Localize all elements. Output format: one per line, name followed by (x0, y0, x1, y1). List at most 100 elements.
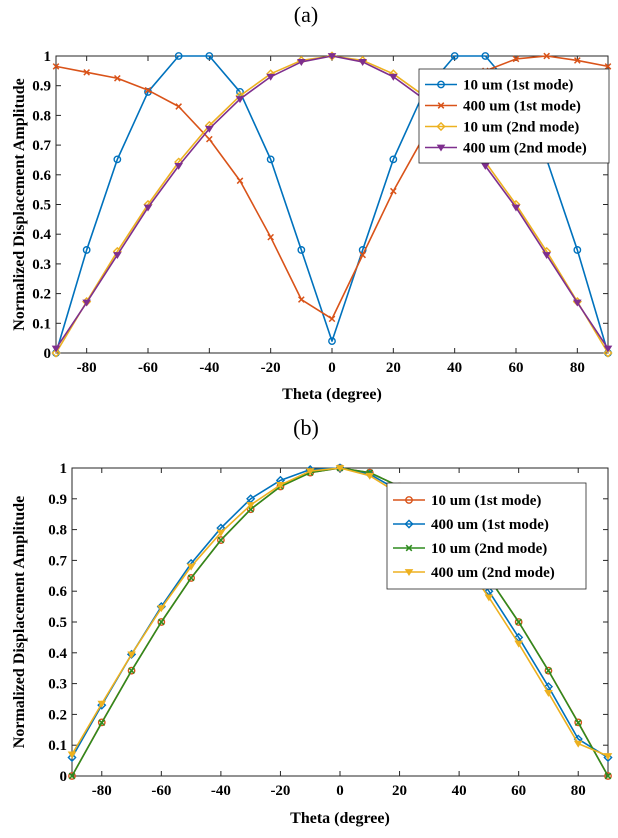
chart-a-xtick-label: 40 (447, 360, 462, 376)
chart-a-series-4-point-6 (235, 96, 245, 104)
chart-a-series-2-point-2 (114, 74, 121, 82)
chart-panel-a: 0 0.1 0.2 0.3 0.4 0.5 0.6 0.7 0.8 0.9 1 -80 -60 -40 -2… (11, 49, 613, 403)
chart-a-ytick-label: 0.4 (32, 227, 51, 243)
chart-b-series-4-point-4 (186, 563, 196, 571)
chart-b-xtick-label: -40 (211, 783, 231, 799)
chart-a-series-2-point-16 (543, 52, 550, 60)
chart-a-series-2-point-9 (328, 315, 336, 323)
chart-a-series-1-point-9 (328, 337, 336, 346)
chart-a-series-2-point-15 (512, 55, 520, 63)
chart-b-series-2-point-0 (67, 752, 77, 763)
chart-a-ytick-label: 0 (44, 346, 52, 362)
chart-b-series-2-point-1 (97, 700, 107, 710)
chart-a-series-2-point-0 (52, 63, 60, 70)
chart-b-legend-label-3: 10 um (2nd mode) (431, 541, 547, 557)
chart-b-ytick-label: 0 (60, 769, 68, 785)
chart-b-series-3-point-5 (217, 536, 225, 544)
chart-a-legend-3-point-legend (436, 121, 446, 132)
chart-b-xtick-label: -20 (270, 783, 290, 799)
chart-a-series-1-point-11 (389, 155, 398, 164)
chart-b-series-4-point-1 (97, 700, 107, 708)
chart-a-series-2-point-7 (267, 233, 274, 241)
panel-label-b: (b) (293, 415, 319, 440)
chart-a-series-2-point-3 (144, 86, 152, 94)
chart-b-series-1-point-0 (68, 772, 76, 780)
chart-b-series-4-point-8 (305, 468, 315, 476)
chart-a-series-2-point-4 (175, 103, 182, 110)
chart-a-series-4-point-3 (143, 204, 153, 212)
chart-a-series-2-point-5 (206, 135, 213, 143)
chart-b-xtick-label: 20 (392, 783, 407, 799)
chart-a-series-3-point-0 (51, 348, 61, 358)
chart-a-series-3-point-18 (603, 348, 613, 358)
chart-a-series-1-point-14 (481, 52, 490, 60)
chart-b-series-3-point-17 (574, 719, 582, 727)
chart-b-ytick-label: 0.7 (48, 553, 67, 569)
chart-b-series-3-point-2 (128, 667, 135, 674)
chart-b-series-1-point-15 (514, 618, 523, 626)
chart-a-xtick-label: -80 (77, 360, 97, 376)
chart-a-series-4-point-2 (113, 252, 122, 259)
chart-b-series-3-point-1 (98, 719, 106, 727)
chart-a-series-4-point-8 (297, 59, 306, 66)
chart-a-ytick-label: 0.3 (32, 257, 51, 273)
chart-a-series-4-point-9 (327, 53, 337, 61)
chart-b-legend-1-point-legend (405, 496, 413, 504)
chart-b-series-4-point-0 (67, 751, 77, 759)
chart-b-series-3-point-4 (187, 574, 195, 582)
chart-b-series-1-point-3 (157, 618, 166, 626)
chart-a-series-2-point-18 (604, 63, 612, 70)
chart-b-series-1-point-18 (604, 772, 612, 780)
chart-b-legend-label-1: 10 um (1st mode) (431, 493, 541, 509)
chart-a-series-1-point-2 (113, 155, 122, 164)
chart-a-legend-4-point-legend (436, 144, 446, 152)
chart-b-series-3-point-3 (158, 618, 165, 626)
chart-b-series-4-point-10 (365, 472, 375, 480)
chart-b-series-3-point-18 (604, 772, 612, 780)
chart-b-series-1-point-1 (97, 718, 106, 727)
chart-b-series-1-point-4 (187, 574, 196, 582)
chart-a-series-1-point-4 (174, 52, 183, 60)
chart-b-ytick-label: 0.5 (48, 615, 67, 631)
chart-a-series-1-point-1 (82, 246, 91, 254)
chart-b-series-4-point-18 (603, 753, 613, 760)
chart-b-ytick-label: 0.8 (48, 523, 67, 539)
chart-a-ytick-label: 0.9 (32, 79, 51, 95)
chart-b-legend-2-point-legend (404, 519, 414, 529)
chart-a-series-4-point-10 (358, 59, 367, 66)
chart-a-series-2-point-6 (236, 177, 244, 185)
chart-b-series-3-point-0 (68, 772, 76, 780)
chart-b-series-3-point-15 (515, 618, 522, 626)
chart-b-series-1-point-16 (544, 666, 553, 675)
chart-b-series-1-point-2 (127, 666, 136, 675)
chart-a-series-4 (51, 53, 613, 353)
chart-a-series-2-point-8 (298, 296, 305, 303)
chart-a-xtick-label: 80 (570, 360, 585, 376)
chart-a-xtick-label: -40 (199, 360, 219, 376)
chart-b-ytick-label: 0.9 (48, 492, 67, 508)
chart-a-series-2-point-17 (574, 57, 581, 64)
chart-b-series-4-point-7 (276, 482, 285, 489)
chart-b-series-1-point-17 (574, 718, 583, 727)
chart-a-series-2-point-1 (83, 69, 90, 76)
chart-b-x-axis-label: Theta (degree) (290, 810, 390, 827)
chart-b-series-4-point-2 (127, 651, 136, 659)
chart-a-series-4-point-7 (266, 73, 275, 81)
chart-b-ytick-label: 0.2 (48, 707, 67, 723)
chart-b-xtick-label: 60 (511, 783, 526, 799)
chart-b-series-4-point-17 (573, 740, 583, 748)
chart-b-xtick-label: 0 (336, 783, 344, 799)
chart-a-series-4-point-18 (603, 345, 613, 353)
chart-a-y-axis-label: Normalized Displacement Amplitude (11, 78, 28, 330)
chart-a-series-1-point-17 (573, 246, 582, 254)
chart-a-legend-2-point-legend (437, 102, 445, 109)
chart-a-series-1-point-13 (450, 52, 459, 60)
chart-a-legend-label-4: 400 um (2nd mode) (463, 141, 587, 157)
chart-a-series-4-point-14 (481, 163, 490, 170)
chart-b-series-4-point-5 (216, 529, 226, 537)
chart-a-legend-label-1: 10 um (1st mode) (463, 78, 573, 94)
chart-a-ytick-label: 0.5 (32, 198, 51, 214)
chart-a-xtick-label: 0 (328, 360, 336, 376)
chart-b-xtick-label: 80 (571, 783, 586, 799)
